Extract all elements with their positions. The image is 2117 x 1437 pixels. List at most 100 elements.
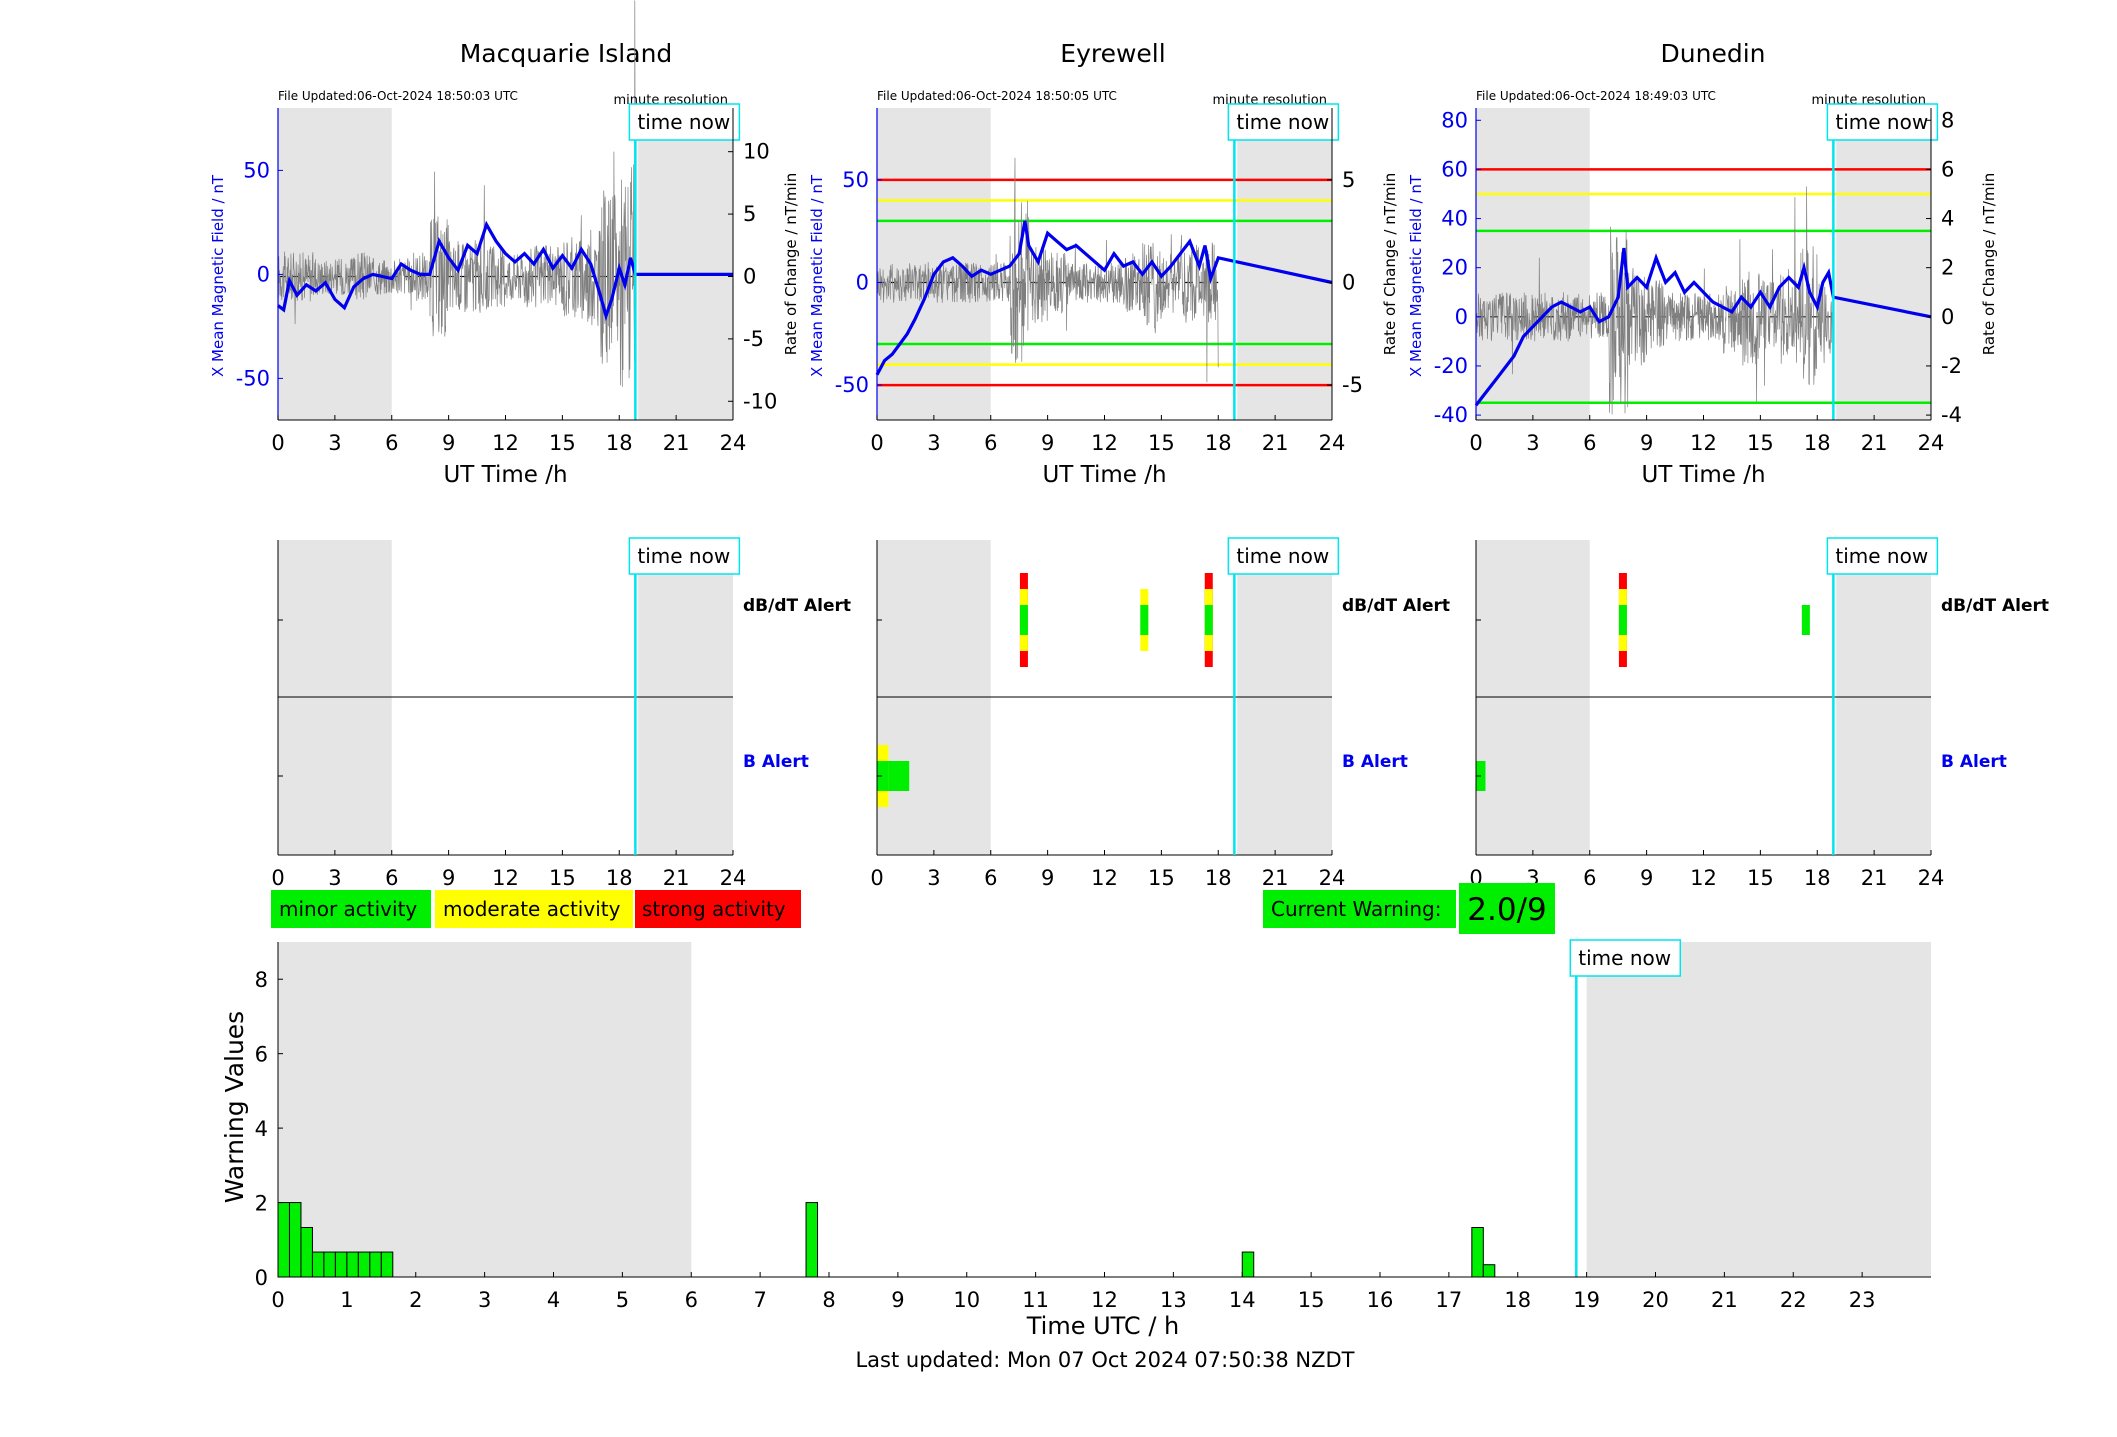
left-axis-label: X Mean Magnetic Field / nT: [808, 174, 826, 377]
x-tick-label: 18: [1804, 431, 1831, 455]
x-axis-label: Time UTC / h: [1026, 1312, 1180, 1340]
x-tick-label: 9: [1640, 431, 1653, 455]
right-tick-label: 0: [1941, 305, 1954, 329]
x-tick-label: 24: [1319, 431, 1346, 455]
x-tick-label: 21: [1861, 866, 1888, 890]
y-tick-label: 4: [255, 1117, 268, 1141]
x-tick-label: 12: [1091, 1288, 1118, 1312]
x-tick-label: 3: [328, 866, 341, 890]
dbdt-alert-label: dB/dT Alert: [1342, 596, 1450, 616]
current-warning-label-box: [1263, 890, 1456, 928]
dbdt-alert-label: dB/dT Alert: [1941, 596, 2049, 616]
warning-bar: [1241, 1251, 1255, 1278]
x-tick-label: 5: [616, 1288, 629, 1312]
right-tick-label: -10: [743, 389, 777, 413]
x-tick-label: 18: [1205, 866, 1232, 890]
right-axis-label: Rate of Change / nT/min: [1980, 173, 1998, 355]
macquarie-island-magnetometer-chart: Macquarie Island File Updated:06-Oct-202…: [209, 0, 800, 488]
file-updated-text: File Updated:06-Oct-2024 18:49:03 UTC: [1476, 89, 1716, 103]
current-warning-value-box: [1459, 883, 1555, 934]
time-now-label: time now: [1835, 110, 1928, 134]
x-tick-label: 13: [1160, 1288, 1187, 1312]
file-updated-text: File Updated:06-Oct-2024 18:50:05 UTC: [877, 89, 1117, 103]
x-tick-label: 18: [1504, 1288, 1531, 1312]
time-now-label: time now: [1236, 544, 1329, 568]
time-now-box: [628, 103, 741, 141]
time-now-label: time now: [637, 544, 730, 568]
x-axis-label: UT Time /h: [1042, 462, 1166, 488]
magnetic-field-series: [277, 220, 733, 322]
y-tick-label: 2: [255, 1192, 268, 1216]
left-tick-label: 0: [856, 270, 869, 294]
x-tick-label: 18: [1804, 866, 1831, 890]
x-tick-label: 17: [1436, 1288, 1463, 1312]
x-tick-label: 22: [1780, 1288, 1807, 1312]
x-tick-label: 21: [1262, 866, 1289, 890]
warning-bar: [369, 1251, 382, 1278]
right-tick-label: 0: [743, 264, 756, 288]
time-now-box: [628, 537, 741, 575]
x-tick-label: 6: [1583, 866, 1596, 890]
night-shade: [877, 108, 991, 420]
magnetic-field-series: [1474, 247, 1932, 407]
x-tick-label: 15: [1148, 866, 1175, 890]
left-tick-label: 0: [1455, 305, 1468, 329]
time-now-label: time now: [1835, 544, 1928, 568]
x-tick-label: 4: [547, 1288, 560, 1312]
x-tick-label: 1: [340, 1288, 353, 1312]
warning-bar: [311, 1251, 325, 1278]
eyrewell-alert-chart: 0 3 6 9 12 15 18 21 24 time now dB/dT Alert B Alert: [870, 537, 1450, 890]
x-tick-label: 15: [1148, 431, 1175, 455]
x-tick-label: 14: [1229, 1288, 1256, 1312]
eyrewell-magnetometer-chart: Eyrewell File Updated:06-Oct-2024 18:50:…: [808, 39, 1399, 488]
warning-bar: [277, 1202, 290, 1278]
night-shade: [1836, 108, 1931, 420]
warning-bar: [334, 1251, 348, 1278]
left-tick-label: -40: [1434, 403, 1468, 427]
alert-bar-minor: [1140, 605, 1149, 635]
right-tick-label: -2: [1941, 354, 1962, 378]
x-tick-label: 15: [1298, 1288, 1325, 1312]
time-now-label: time now: [1578, 946, 1671, 970]
time-now-label: time now: [1236, 110, 1329, 134]
warning-bar: [380, 1251, 394, 1278]
time-now-box: [1227, 103, 1340, 141]
warning-bar: [1471, 1226, 1484, 1278]
dunedin-magnetometer-chart: Dunedin File Updated:06-Oct-2024 18:49:0…: [1407, 39, 1998, 488]
legend-swatch-moderate: [435, 890, 633, 928]
right-tick-label: 2: [1941, 256, 1954, 280]
x-tick-label: 15: [1747, 866, 1774, 890]
left-tick-label: 60: [1441, 157, 1468, 181]
x-tick-label: 9: [442, 431, 455, 455]
x-tick-label: 21: [663, 866, 690, 890]
x-tick-label: 24: [720, 431, 747, 455]
x-tick-label: 11: [1022, 1288, 1049, 1312]
y-tick-label: 0: [255, 1266, 268, 1290]
x-tick-label: 15: [549, 866, 576, 890]
warning-bar: [1482, 1264, 1496, 1278]
left-tick-label: 50: [243, 158, 270, 182]
x-tick-label: 6: [984, 866, 997, 890]
x-tick-label: 21: [1861, 431, 1888, 455]
warning-bar: [288, 1202, 302, 1278]
right-tick-label: 0: [1342, 270, 1355, 294]
rate-of-change-series: [277, 0, 636, 387]
time-now-box: [1569, 939, 1682, 977]
x-tick-label: 0: [271, 1288, 284, 1312]
x-tick-label: 24: [1918, 431, 1945, 455]
x-tick-label: 19: [1573, 1288, 1600, 1312]
b-alert-label: B Alert: [1342, 752, 1408, 772]
warning-bar: [346, 1251, 359, 1278]
left-tick-label: 80: [1441, 108, 1468, 132]
night-shade: [1476, 108, 1590, 420]
last-updated-text: Last updated: Mon 07 Oct 2024 07:50:38 N…: [855, 1348, 1354, 1372]
time-now-label: time now: [637, 110, 730, 134]
x-tick-label: 0: [1469, 431, 1482, 455]
right-tick-label: 6: [1941, 157, 1954, 181]
current-warning-value: 2.0/9: [1467, 892, 1546, 928]
alert-bar-minor: [1801, 605, 1810, 635]
right-tick-label: 10: [743, 140, 770, 164]
